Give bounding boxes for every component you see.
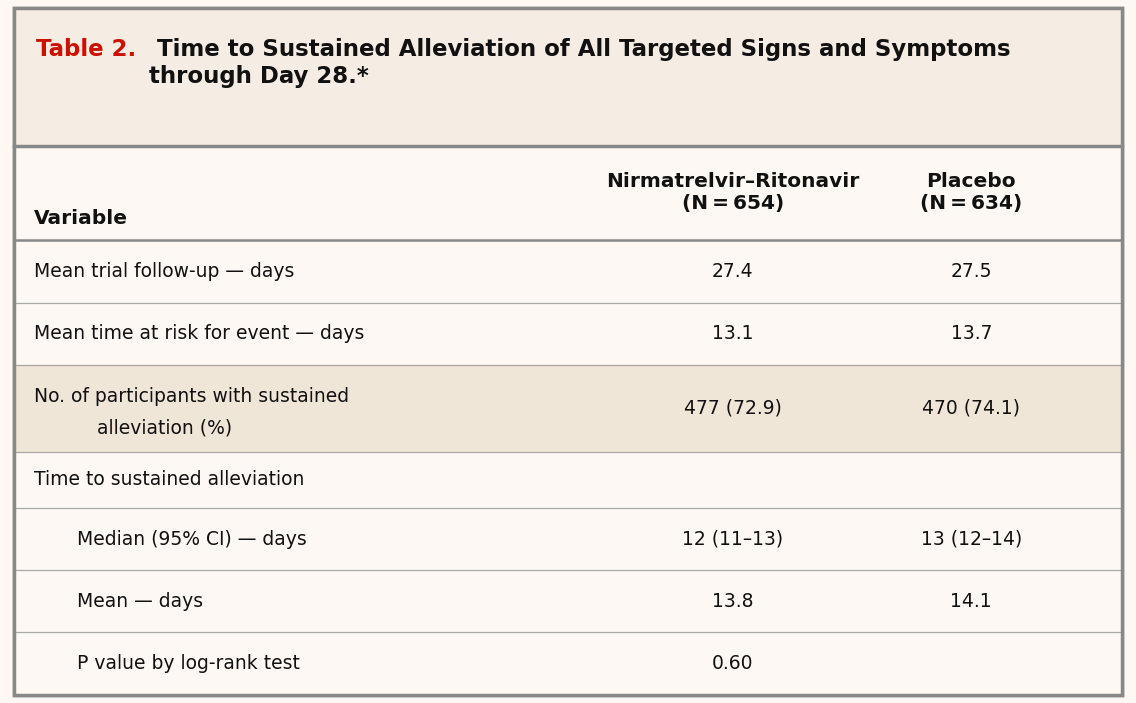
Bar [14, 146, 1122, 240]
Bar [14, 365, 1122, 452]
Text: Mean — days: Mean — days [77, 592, 203, 611]
Text: 14.1: 14.1 [951, 592, 992, 611]
Text: 477 (72.9): 477 (72.9) [684, 399, 782, 418]
Bar [14, 452, 1122, 508]
Text: 13.8: 13.8 [712, 592, 753, 611]
Text: alleviation (%): alleviation (%) [97, 418, 232, 437]
Text: Table 2.: Table 2. [36, 38, 136, 61]
Bar [14, 508, 1122, 570]
Text: 13 (12–14): 13 (12–14) [920, 529, 1022, 548]
Bar [14, 8, 1122, 146]
Text: P value by log-rank test: P value by log-rank test [77, 654, 300, 673]
Text: 27.5: 27.5 [951, 262, 992, 281]
Bar [14, 302, 1122, 365]
Text: Placebo
(N = 634): Placebo (N = 634) [920, 172, 1022, 214]
Text: Time to sustained alleviation: Time to sustained alleviation [34, 470, 304, 489]
Text: 12 (11–13): 12 (11–13) [682, 529, 784, 548]
Text: 0.60: 0.60 [712, 654, 753, 673]
Text: 13.1: 13.1 [712, 324, 753, 343]
Text: No. of participants with sustained: No. of participants with sustained [34, 387, 349, 406]
Text: Nirmatrelvir–Ritonavir
(N = 654): Nirmatrelvir–Ritonavir (N = 654) [607, 172, 859, 214]
Text: 27.4: 27.4 [712, 262, 753, 281]
Bar [14, 633, 1122, 695]
Text: Variable: Variable [34, 209, 128, 228]
Bar [14, 570, 1122, 633]
Text: Mean trial follow-up — days: Mean trial follow-up — days [34, 262, 294, 281]
Bar [14, 240, 1122, 302]
Text: Time to Sustained Alleviation of All Targeted Signs and Symptoms
through Day 28.: Time to Sustained Alleviation of All Tar… [149, 38, 1010, 88]
Text: Mean time at risk for event — days: Mean time at risk for event — days [34, 324, 365, 343]
Text: 470 (74.1): 470 (74.1) [922, 399, 1020, 418]
Text: 13.7: 13.7 [951, 324, 992, 343]
Text: Median (95% CI) — days: Median (95% CI) — days [77, 529, 307, 548]
